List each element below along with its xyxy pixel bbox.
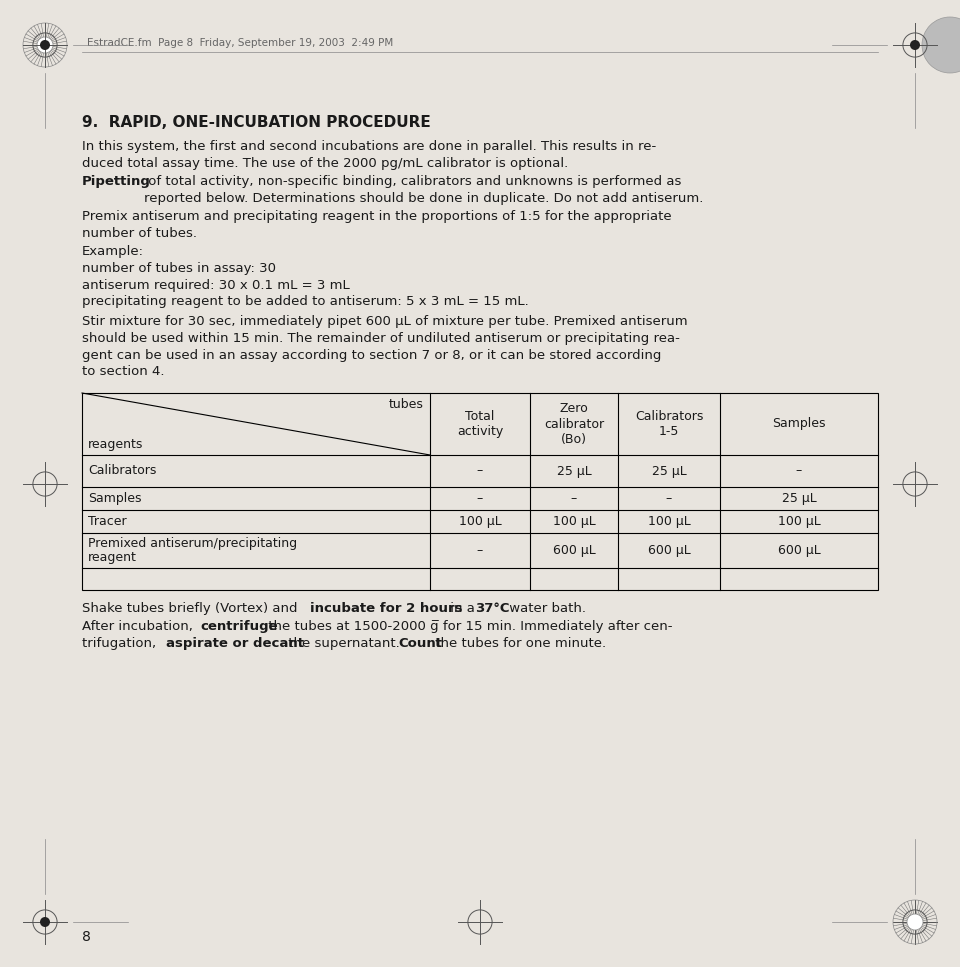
Text: 25 μL: 25 μL [557, 464, 591, 478]
Text: 100 μL: 100 μL [648, 515, 690, 528]
Text: Premixed antiserum/precipitating
reagent: Premixed antiserum/precipitating reagent [88, 537, 298, 565]
Text: 9.  RAPID, ONE-INCUBATION PROCEDURE: 9. RAPID, ONE-INCUBATION PROCEDURE [82, 115, 431, 130]
Text: Total
activity: Total activity [457, 410, 503, 438]
Text: –: – [571, 492, 577, 505]
Text: Zero
calibrator
(Bo): Zero calibrator (Bo) [544, 402, 604, 446]
Text: tubes: tubes [389, 398, 424, 411]
Text: 600 μL: 600 μL [553, 544, 595, 557]
Text: After incubation,: After incubation, [82, 620, 197, 633]
Text: –: – [796, 464, 803, 478]
Text: water bath.: water bath. [505, 602, 586, 615]
Text: –: – [477, 544, 483, 557]
Text: 37°C: 37°C [475, 602, 510, 615]
Text: 25 μL: 25 μL [781, 492, 816, 505]
Text: Example:
number of tubes in assay: 30
antiserum required: 30 x 0.1 mL = 3 mL
pre: Example: number of tubes in assay: 30 an… [82, 245, 529, 308]
Text: Samples: Samples [772, 418, 826, 430]
Text: Shake tubes briefly (Vortex) and: Shake tubes briefly (Vortex) and [82, 602, 301, 615]
Circle shape [922, 17, 960, 73]
Text: 600 μL: 600 μL [648, 544, 690, 557]
Text: the tubes at 1500-2000 g̅ for 15 min. Immediately after cen-: the tubes at 1500-2000 g̅ for 15 min. Im… [264, 620, 673, 633]
Text: aspirate or decant: aspirate or decant [166, 637, 304, 650]
Text: 100 μL: 100 μL [459, 515, 501, 528]
Text: the tubes for one minute.: the tubes for one minute. [431, 637, 606, 650]
Text: –: – [666, 492, 672, 505]
Text: 600 μL: 600 μL [778, 544, 821, 557]
Text: 100 μL: 100 μL [778, 515, 821, 528]
Text: Tracer: Tracer [88, 515, 127, 528]
Bar [82, 393, 878, 590]
Text: Calibrators: Calibrators [88, 464, 156, 478]
Text: reagents: reagents [88, 438, 143, 451]
Circle shape [40, 40, 50, 50]
Text: In this system, the first and second incubations are done in parallel. This resu: In this system, the first and second inc… [82, 140, 657, 170]
Text: Pipetting: Pipetting [82, 175, 151, 188]
Text: Stir mixture for 30 sec, immediately pipet 600 μL of mixture per tube. Premixed : Stir mixture for 30 sec, immediately pip… [82, 315, 687, 378]
Text: in a: in a [446, 602, 479, 615]
Text: Samples: Samples [88, 492, 141, 505]
Text: trifugation,: trifugation, [82, 637, 160, 650]
Text: 8: 8 [82, 930, 91, 944]
Text: –: – [477, 464, 483, 478]
Text: the supernatant.: the supernatant. [284, 637, 404, 650]
Text: Count: Count [398, 637, 442, 650]
Text: –: – [477, 492, 483, 505]
Text: of total activity, non-specific binding, calibrators and unknowns is performed a: of total activity, non-specific binding,… [144, 175, 704, 205]
Circle shape [907, 914, 923, 930]
Text: 25 μL: 25 μL [652, 464, 686, 478]
Text: incubate for 2 hours: incubate for 2 hours [310, 602, 463, 615]
Circle shape [910, 40, 920, 50]
Text: centrifuge: centrifuge [200, 620, 277, 633]
Text: 100 μL: 100 μL [553, 515, 595, 528]
Text: EstradCE.fm  Page 8  Friday, September 19, 2003  2:49 PM: EstradCE.fm Page 8 Friday, September 19,… [87, 38, 394, 48]
Circle shape [37, 37, 53, 53]
Circle shape [40, 917, 50, 927]
Text: Calibrators
1-5: Calibrators 1-5 [635, 410, 703, 438]
Text: Premix antiserum and precipitating reagent in the proportions of 1:5 for the app: Premix antiserum and precipitating reage… [82, 210, 672, 240]
